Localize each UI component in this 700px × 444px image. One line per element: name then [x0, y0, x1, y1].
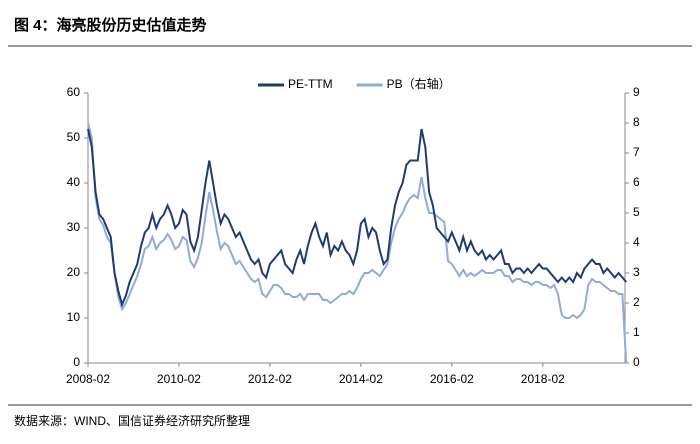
x-tick-label: 2018-02: [521, 372, 565, 386]
x-tick-label: 2008-02: [66, 372, 110, 386]
line-series: [87, 122, 628, 364]
y-tick-label: 0: [73, 355, 80, 369]
line-series: [87, 128, 627, 308]
y-tick-label: 40: [67, 175, 81, 189]
x-tick-label: 2012-02: [248, 372, 292, 386]
y-tick-label: 60: [67, 85, 81, 99]
x-tick-label: 2016-02: [430, 372, 474, 386]
y-tick-label: 30: [67, 220, 81, 234]
y2-tick-label: 7: [633, 145, 640, 159]
y2-tick-label: 2: [633, 295, 640, 309]
y2-tick-label: 3: [633, 265, 640, 279]
y2-tick-label: 5: [633, 205, 640, 219]
y2-tick-label: 1: [633, 325, 640, 339]
x-tick-label: 2010-02: [157, 372, 201, 386]
y-tick-label: 10: [67, 310, 81, 324]
y2-tick-label: 9: [633, 85, 640, 99]
legend-label: PE-TTM: [288, 77, 333, 91]
y2-tick-label: 4: [633, 235, 640, 249]
legend-label: PB（右轴）: [387, 76, 451, 91]
y-tick-label: 20: [67, 265, 81, 279]
y2-tick-label: 8: [633, 115, 640, 129]
x-tick-label: 2014-02: [339, 372, 383, 386]
y-tick-label: 50: [67, 130, 81, 144]
y2-tick-label: 0: [633, 355, 640, 369]
page-title: 图 4：海亮股份历史估值走势: [14, 16, 207, 34]
y2-tick-label: 6: [633, 175, 640, 189]
source-note: 数据来源：WIND、国信证券经济研究所整理: [14, 413, 250, 428]
